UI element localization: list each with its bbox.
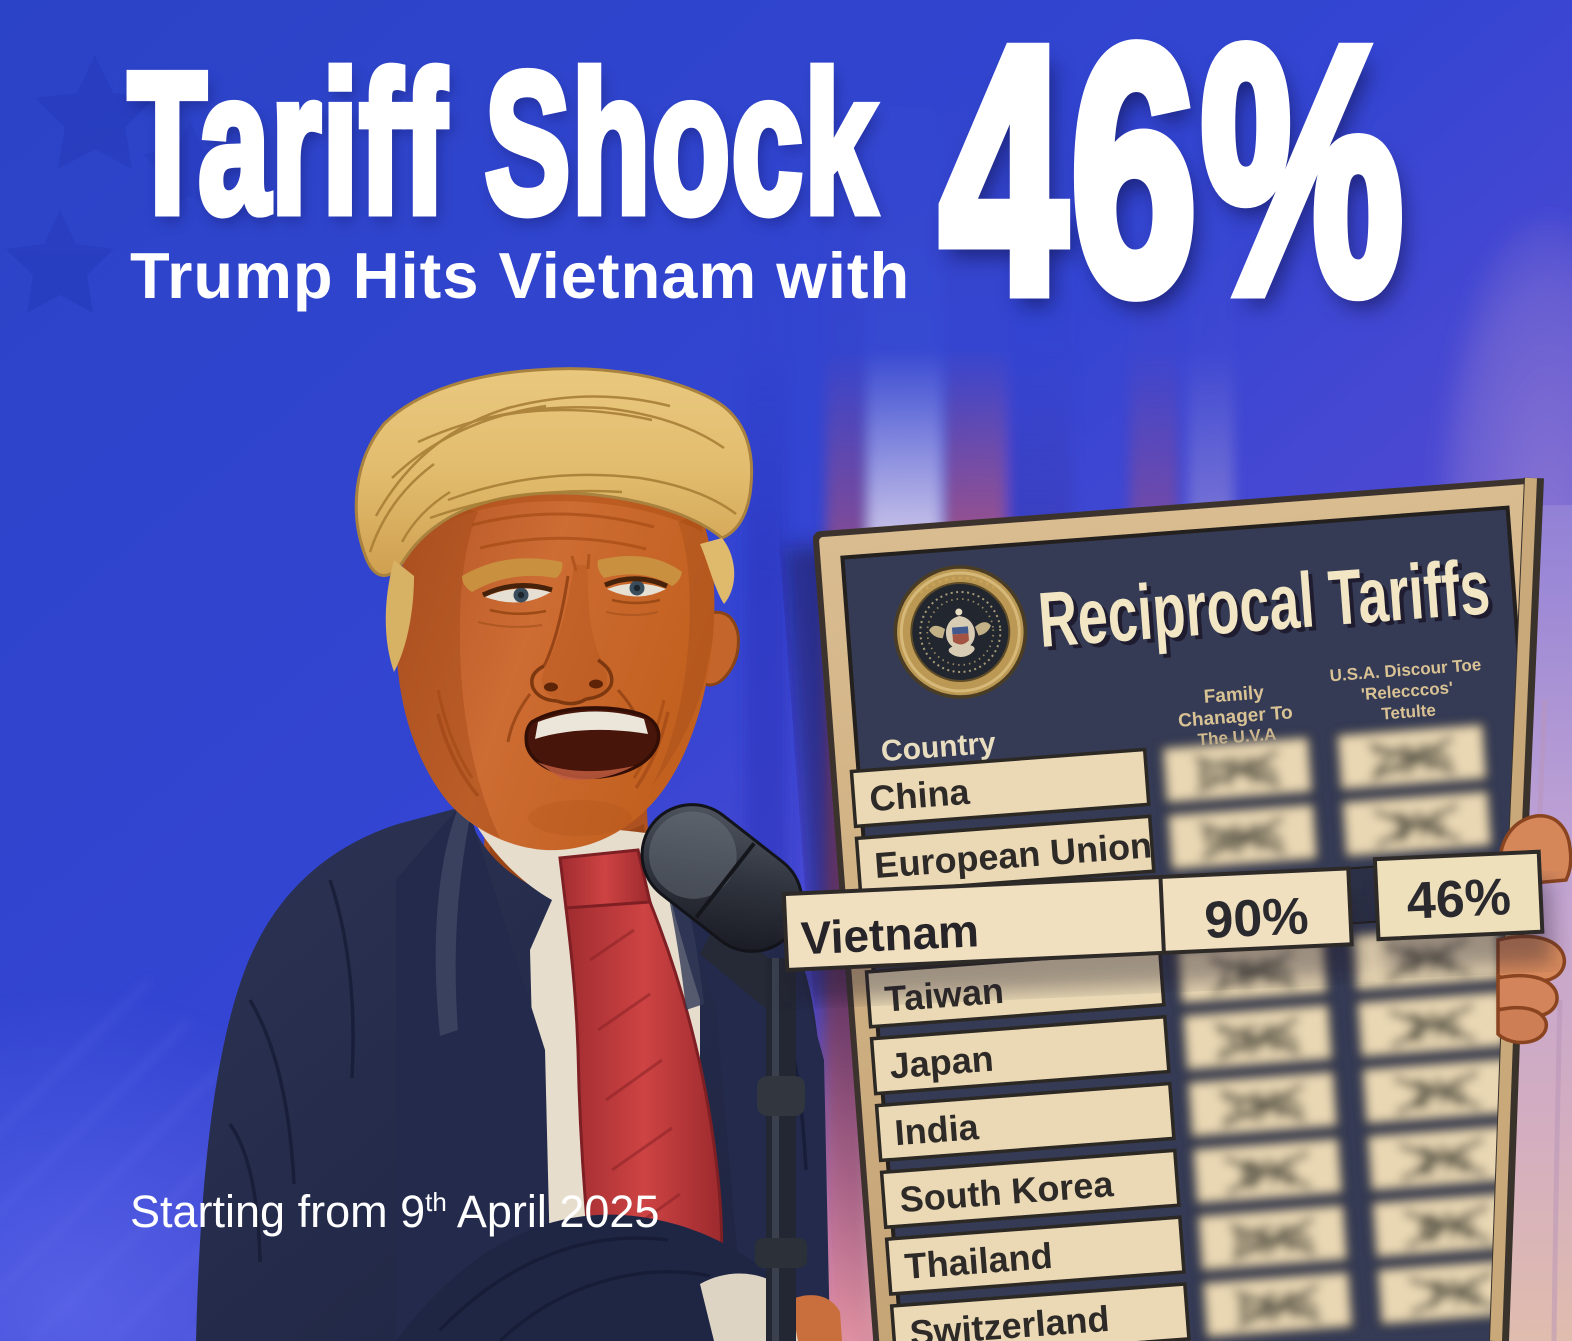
svg-text:Vietnam: Vietnam [800,904,980,964]
svg-text:90%: 90% [1203,887,1310,950]
svg-text:Tetulte: Tetulte [1381,701,1437,724]
svg-text:China: China [868,771,972,819]
svg-text:Family: Family [1203,682,1265,707]
svg-text:India: India [893,1106,981,1153]
svg-text:46%: 46% [1405,868,1512,931]
svg-text:Japan: Japan [888,1038,995,1087]
